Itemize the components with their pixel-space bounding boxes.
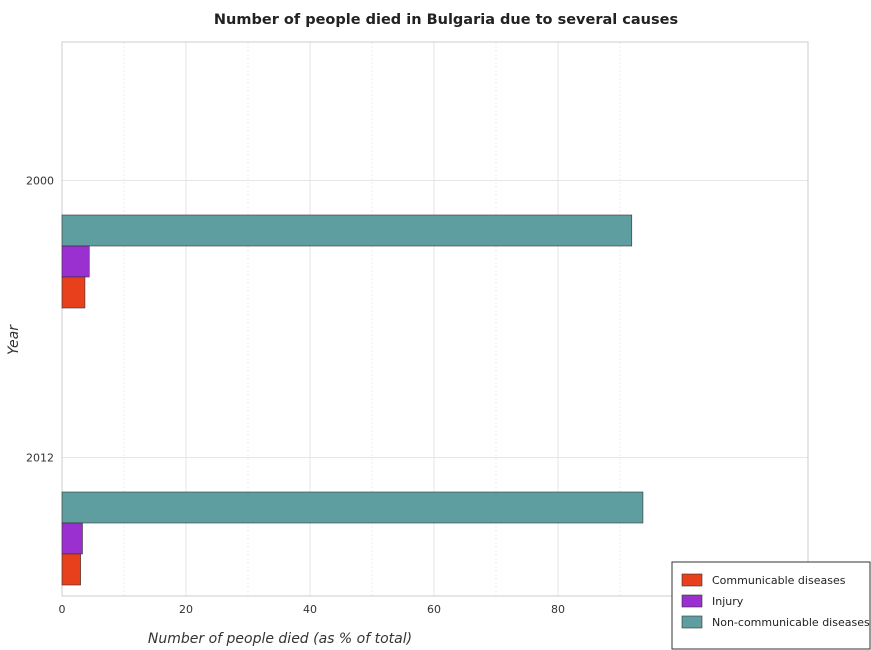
legend-swatch-1 xyxy=(681,594,703,608)
plot-border xyxy=(61,41,809,597)
plot-frame xyxy=(61,41,809,597)
x-tick-label-3: 60 xyxy=(427,603,441,616)
bar-2000-non-communicable-diseases xyxy=(61,214,633,247)
legend-label-0: Communicable diseases xyxy=(712,574,846,587)
x-tick-label-0: 0 xyxy=(59,603,66,616)
bar-2000-communicable-diseases xyxy=(61,276,86,309)
y-axis-label: Year xyxy=(6,324,22,355)
legend-swatch-0 xyxy=(681,573,703,587)
y-axis-ticks: 2000 2012 xyxy=(26,175,54,465)
x-tick-label-4: 80 xyxy=(551,603,565,616)
x-axis-label: Number of people died (as % of total) xyxy=(148,631,412,647)
bar-2012-non-communicable-diseases xyxy=(61,491,644,524)
legend-label-2: Non-communicable diseases xyxy=(712,616,870,629)
x-tick-label-1: 20 xyxy=(179,603,193,616)
bar-2012-communicable-diseases xyxy=(61,553,81,586)
x-tick-label-2: 40 xyxy=(303,603,317,616)
y-tick-label-1: 2012 xyxy=(26,452,54,465)
legend-label-1: Injury xyxy=(712,595,744,608)
legend-swatch-2 xyxy=(681,615,703,629)
x-axis-ticks: 0 20 40 60 80 xyxy=(59,603,566,616)
legend: Communicable diseases Injury Non-communica… xyxy=(671,561,871,650)
bar-2000-injury xyxy=(61,245,90,278)
legend-box xyxy=(671,561,871,650)
bars xyxy=(61,214,644,586)
y-tick-label-0: 2000 xyxy=(26,175,54,188)
chart-title: Number of people died in Bulgaria due to… xyxy=(214,12,678,28)
bar-2012-injury xyxy=(61,522,83,555)
